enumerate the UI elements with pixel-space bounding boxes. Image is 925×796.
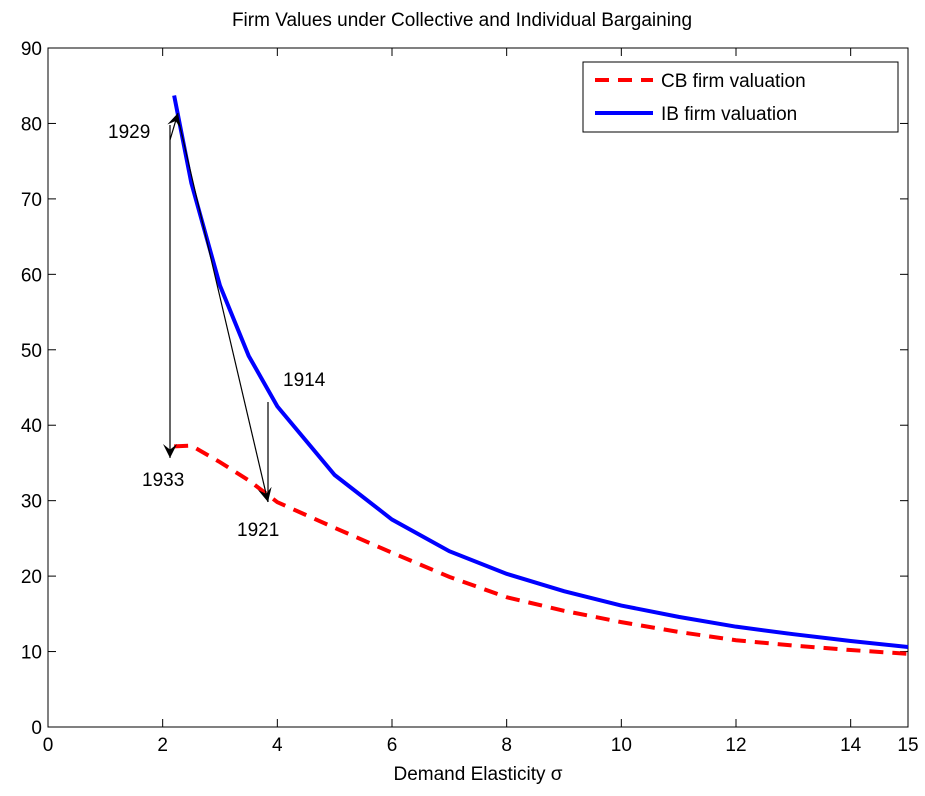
annotation: 1933	[142, 470, 184, 491]
y-tick-label: 50	[21, 341, 42, 362]
y-tick-label: 70	[21, 190, 42, 211]
y-tick-label: 60	[21, 265, 42, 286]
y-tick-label: 80	[21, 114, 42, 135]
y-tick-label: 30	[21, 492, 42, 513]
series-line	[174, 443, 909, 656]
annotation: 1929	[108, 122, 150, 143]
chart-title: Firm Values under Collective and Individ…	[232, 10, 692, 31]
x-tick-label: 12	[725, 735, 746, 756]
x-tick-label: 14	[840, 735, 862, 756]
plot-frame	[47, 47, 909, 728]
y-tick-label: 10	[21, 643, 42, 664]
legend-label: CB firm valuation	[661, 71, 806, 92]
x-tick-label: 8	[501, 735, 512, 756]
annotation-arrows	[163, 112, 272, 503]
y-tick-label: 90	[21, 39, 42, 60]
y-tick-label: 20	[21, 567, 42, 588]
arrow	[177, 117, 272, 503]
y-tick-label: 0	[31, 718, 42, 739]
x-tick-label: 0	[43, 735, 54, 756]
x-tick-label: 4	[272, 735, 283, 756]
x-tick-label: 15	[897, 735, 918, 756]
y-tick-label: 40	[21, 416, 42, 437]
x-axis-label: Demand Elasticity σ	[393, 764, 562, 785]
annotation: 1914	[283, 370, 326, 391]
arrow	[167, 112, 181, 141]
legend-label: IB firm valuation	[661, 104, 797, 125]
x-tick-label: 2	[157, 735, 168, 756]
series-line	[172, 95, 909, 650]
legend-box	[582, 61, 899, 133]
x-tick-label: 6	[387, 735, 398, 756]
annotation: 1921	[237, 520, 279, 541]
x-tick-label: 10	[611, 735, 632, 756]
